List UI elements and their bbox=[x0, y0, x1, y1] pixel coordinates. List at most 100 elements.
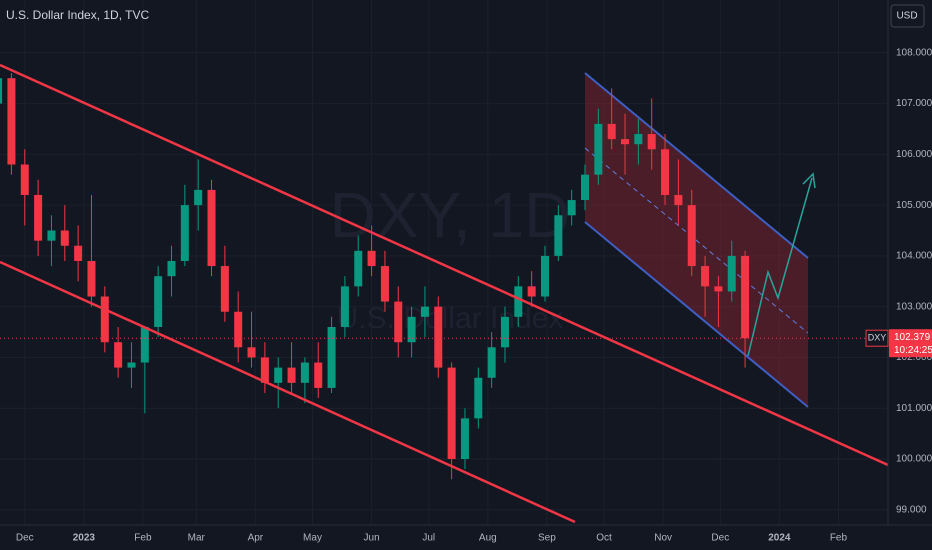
price-tag: 102.379 10:24:25 DXY bbox=[0, 329, 932, 358]
candle-body bbox=[634, 134, 643, 145]
candle-body bbox=[380, 266, 389, 302]
watermark-symbol: DXY, 1D bbox=[330, 179, 571, 251]
x-tick-label: Feb bbox=[134, 533, 152, 544]
countdown: 10:24:25 bbox=[894, 345, 932, 356]
candle-body bbox=[447, 367, 456, 459]
x-tick-label: Aug bbox=[479, 533, 497, 544]
currency-box[interactable] bbox=[890, 4, 925, 28]
y-tick-label: 106.000 bbox=[896, 149, 932, 160]
forecast-arrow bbox=[747, 177, 813, 357]
candle-body bbox=[60, 230, 69, 246]
y-tick-label: 107.000 bbox=[896, 98, 932, 109]
candle-body bbox=[100, 296, 109, 343]
candle-body bbox=[34, 194, 43, 241]
y-tick-label: 102.000 bbox=[896, 352, 932, 363]
candle-body bbox=[340, 286, 349, 327]
candle-body bbox=[314, 362, 323, 388]
candle-body bbox=[394, 301, 403, 343]
candle-body bbox=[581, 174, 590, 201]
candle-body bbox=[74, 245, 83, 261]
candle-body bbox=[220, 266, 229, 312]
x-tick-label: Sep bbox=[538, 533, 556, 544]
candle-body bbox=[540, 255, 549, 297]
symbol: DXY bbox=[868, 333, 887, 343]
y-tick-label: 103.000 bbox=[896, 301, 932, 312]
candle-body bbox=[114, 342, 123, 368]
candle-body bbox=[727, 255, 736, 292]
candle-body bbox=[434, 306, 443, 368]
y-tick-label: 100.000 bbox=[896, 454, 932, 465]
symbol-tag bbox=[865, 329, 889, 347]
candle-body bbox=[460, 418, 469, 459]
x-tick-label: 2023 bbox=[73, 533, 96, 544]
candle-body bbox=[407, 316, 416, 343]
channel-upper bbox=[584, 72, 809, 259]
candle-body bbox=[194, 189, 203, 206]
x-tick-label: Apr bbox=[248, 533, 264, 544]
x-tick-label: Jul bbox=[422, 533, 435, 544]
channel-mid bbox=[584, 147, 809, 334]
y-tick-label: 108.000 bbox=[896, 47, 932, 58]
x-tick-label: May bbox=[303, 533, 322, 544]
grid bbox=[0, 0, 888, 525]
candle-body bbox=[7, 78, 16, 165]
last-price: 102.379 bbox=[894, 332, 931, 343]
candle-body bbox=[234, 311, 243, 348]
x-tick-label: Dec bbox=[16, 533, 34, 544]
candle-body bbox=[180, 205, 189, 261]
candle-body bbox=[687, 205, 696, 267]
candle-body bbox=[207, 189, 216, 267]
x-tick-label: Oct bbox=[596, 533, 612, 544]
candle-body bbox=[300, 362, 309, 383]
candle-body bbox=[621, 139, 630, 145]
candle-body bbox=[87, 260, 96, 297]
y-tick-label: 104.000 bbox=[896, 251, 932, 262]
x-tick-label: Jun bbox=[364, 533, 380, 544]
x-tick-label: Dec bbox=[711, 533, 729, 544]
candles bbox=[0, 73, 750, 480]
candle-body bbox=[474, 377, 483, 419]
axes: 99.000 100.000 101.000 102.000 103.000 104.00… bbox=[16, 47, 932, 543]
trendline-upper bbox=[0, 63, 889, 467]
candle-body bbox=[701, 266, 710, 287]
x-tick-label: Feb bbox=[830, 533, 848, 544]
candle-body bbox=[420, 306, 429, 317]
candle-body bbox=[260, 357, 269, 383]
candle-body bbox=[527, 286, 536, 297]
candle-body bbox=[500, 316, 509, 348]
y-tick-label: 101.000 bbox=[896, 403, 932, 414]
candle-body bbox=[0, 78, 3, 104]
y-tick-label: 105.000 bbox=[896, 200, 932, 211]
candle-body bbox=[154, 276, 163, 327]
candle-body bbox=[661, 149, 670, 195]
candle-body bbox=[140, 326, 149, 363]
candle-body bbox=[567, 200, 576, 216]
candle-body bbox=[594, 123, 603, 175]
candle-body bbox=[354, 250, 363, 287]
candle-body bbox=[714, 286, 723, 292]
candle-body bbox=[247, 347, 256, 358]
candle-body bbox=[514, 286, 523, 317]
candle-body bbox=[487, 347, 496, 378]
price-box bbox=[889, 329, 932, 358]
candle-body bbox=[367, 250, 376, 267]
candle-body bbox=[647, 134, 656, 150]
candle-body bbox=[741, 255, 750, 339]
channel-lower bbox=[584, 221, 809, 408]
x-tick-label: 2024 bbox=[768, 533, 791, 544]
x-tick-label: Mar bbox=[188, 533, 206, 544]
y-tick-label: 99.000 bbox=[896, 504, 927, 515]
currency[interactable]: USD bbox=[896, 11, 917, 22]
candle-body bbox=[127, 362, 136, 368]
trendline-lower bbox=[0, 260, 576, 524]
candle-body bbox=[167, 260, 176, 277]
candle-body bbox=[274, 367, 283, 383]
candle-body bbox=[607, 123, 616, 140]
candle-body bbox=[327, 326, 336, 388]
candle-body bbox=[674, 194, 683, 206]
watermark-name: U.S. Dollar Index bbox=[337, 302, 564, 335]
candle-body bbox=[47, 230, 56, 241]
candle-body bbox=[287, 367, 296, 383]
candle-body bbox=[20, 164, 29, 195]
